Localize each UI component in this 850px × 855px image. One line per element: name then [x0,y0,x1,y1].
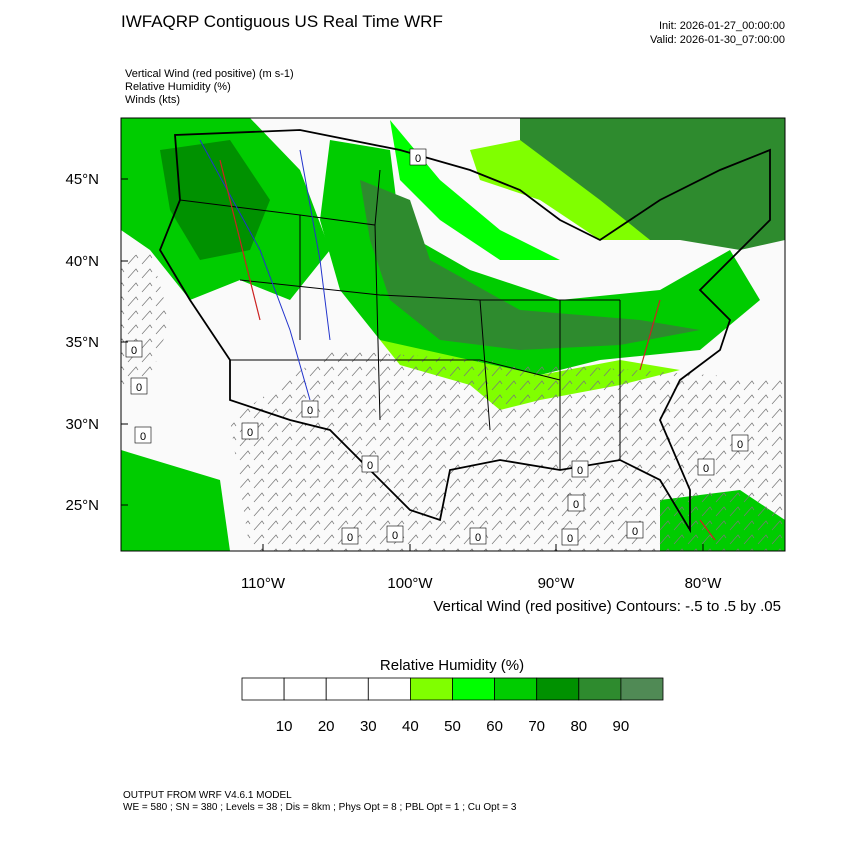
colorbar-swatch [409,677,453,701]
colorbar-label: 90 [613,718,630,735]
lat-label: 45°N [65,171,99,188]
contour-label-box [626,521,644,539]
colorbar-swatch [578,677,622,701]
footer-line: OUTPUT FROM WRF V4.6.1 MODEL [123,790,292,801]
lat-label: 25°N [65,497,99,514]
contour-label: 0 [415,153,421,165]
contour-label-box [301,400,319,418]
us-border [158,129,771,534]
lon-label: 100°W [387,575,433,592]
rh-area [520,118,785,250]
contour-label: 0 [140,431,146,443]
colorbar-label: 20 [318,718,335,735]
contour-label-box [386,525,404,543]
colorbar-label: 80 [570,718,587,735]
colorbar-swatch [452,677,495,701]
lat-labels: 45°N 40°N 35°N 30°N 25°N [65,171,128,514]
contour-label: 0 [307,405,313,417]
contour-label: 0 [475,532,481,544]
contour-label-box [469,527,487,545]
contour-label: 0 [577,465,583,477]
rh-area [121,450,230,551]
contour-note: Vertical Wind (red positive) Contours: -… [433,598,781,615]
vertical-wind-contour [219,159,716,541]
contour-label-box [567,494,585,512]
contour-label-box [697,458,715,476]
field-label: Vertical Wind (red positive) (m s-1) [125,68,294,80]
colorbar-swatch [367,677,411,701]
contour-labels: 0 0 0 0 0 0 0 0 0 0 0 0 0 0 0 0 [125,148,749,546]
contour-label: 0 [367,460,373,472]
colorbar-swatch [283,677,327,701]
contour-label: 0 [573,499,579,511]
lat-label: 30°N [65,416,99,433]
map-frame [120,117,786,552]
init-time: Init: 2026-01-27_00:00:00 [659,20,785,32]
contour-label-box [409,148,427,166]
colorbar-label: 50 [444,718,461,735]
colorbar-label: 60 [486,718,503,735]
contour-label-box [731,434,749,452]
contour-label: 0 [347,532,353,544]
lon-labels: 110°W 100°W 90°W 80°W [241,544,722,592]
colorbar-label: 70 [528,718,545,735]
title: IWFAQRP Contiguous US Real Time WRF [121,12,443,31]
valid-time: Valid: 2026-01-30_07:00:00 [650,34,785,46]
contour-label-box [134,426,152,444]
lon-label: 110°W [241,575,286,592]
lat-label: 35°N [65,334,99,351]
lon-label: 90°W [538,575,576,592]
map [121,118,785,551]
contour-label: 0 [392,530,398,542]
contour-label-box [125,340,143,358]
colorbar: 10 20 30 40 50 60 70 80 90 [241,677,664,735]
contour-label-box [130,377,148,395]
contour-label-box [361,455,379,473]
lat-label: 40°N [65,253,99,270]
footer-line: WE = 580 ; SN = 380 ; Levels = 38 ; Dis … [123,802,517,813]
contour-label: 0 [737,439,743,451]
rh-area [160,140,270,260]
lon-label: 80°W [685,575,723,592]
contour-label: 0 [632,526,638,538]
rh-area [360,180,700,350]
colorbar-label: 10 [276,718,293,735]
field-label: Relative Humidity (%) [125,81,231,93]
rh-area [390,120,560,260]
colorbar-swatch [241,677,285,701]
contour-label: 0 [703,463,709,475]
colorbar-swatch [325,677,369,701]
colorbar-label: 30 [360,718,377,735]
rh-area [470,140,650,240]
contour-label: 0 [247,427,253,439]
contour-label: 0 [136,382,142,394]
colorbar-swatch [620,677,664,701]
colorbar-title: Relative Humidity (%) [380,657,524,674]
contour-label: 0 [567,533,573,545]
colorbar-swatch [536,677,580,701]
vertical-wind-contour [199,139,331,401]
contour-label-box [571,460,589,478]
contour-label-box [241,422,259,440]
colorbar-label: 40 [402,718,419,735]
colorbar-swatch [494,677,538,701]
wind-barbs [230,350,785,551]
field-label: Winds (kts) [125,94,180,106]
contour-label-box [341,527,359,545]
contour-label: 0 [131,345,137,357]
contour-label-box [561,528,579,546]
state-borders [179,169,621,470]
